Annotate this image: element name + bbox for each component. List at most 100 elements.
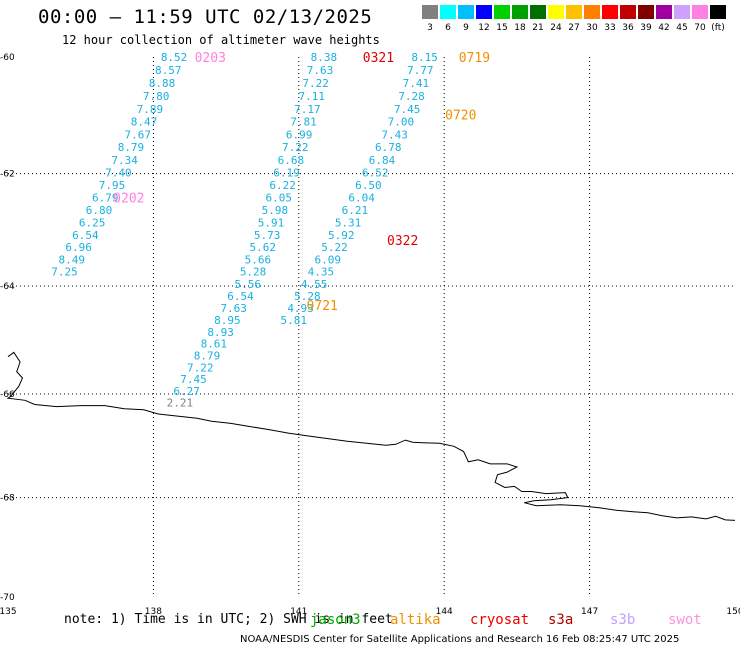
colorbar-label: 30	[586, 23, 598, 33]
map-title: 00:00 — 11:59 UTC 02/13/2025	[38, 6, 373, 28]
colorbar-swatch	[566, 5, 582, 19]
colorbar-label: 15	[496, 23, 508, 33]
wave-height-label: 8.93	[207, 326, 234, 339]
colorbar-swatch	[638, 5, 654, 19]
colorbar-label: 3	[427, 23, 433, 33]
wave-height-label: 8.61	[201, 338, 228, 351]
wave-height-label: 7.40	[105, 166, 132, 179]
wave-height-label: 5.28	[294, 290, 321, 303]
wave-height-label: 8.95	[214, 314, 241, 327]
wave-height-label: 7.22	[187, 361, 214, 374]
axis-tick-labels: 135 138 141 144 147 150 -60 -62 -64 -66 -68 -70	[0, 53, 740, 617]
wave-height-label: 4.93	[287, 302, 314, 315]
wave-height-label: 6.27	[173, 385, 200, 398]
x-tick-label: 141	[290, 607, 307, 617]
colorbar-label: 45	[676, 23, 688, 33]
colorbar-swatch	[422, 5, 438, 19]
colorbar-label: 33	[604, 23, 616, 33]
wave-height-label: 7.63	[307, 64, 334, 77]
wave-height-label: 7.80	[143, 90, 170, 103]
colorbar-label: 6	[445, 23, 451, 33]
wave-height-label: 5.91	[258, 216, 285, 229]
y-tick-label: -66	[0, 390, 15, 400]
colorbar-swatch	[494, 5, 510, 19]
colorbar-label: 24	[550, 23, 562, 33]
pass-time-labels: 0203 0202 0321 0322 0719 0720 0721	[113, 51, 490, 314]
wave-height-label: 7.41	[403, 77, 430, 90]
antarctic-coastline	[6, 351, 736, 521]
wave-height-label: 5.81	[281, 314, 308, 327]
colorbar-label: 21	[532, 23, 544, 33]
pass-time-label: 0321	[363, 51, 394, 66]
wave-height-label: 8.57	[155, 64, 182, 77]
pass-time-label: 0720	[445, 109, 476, 124]
wave-height-labels: 8.528.578.887.807.898.477.678.797.347.40…	[51, 51, 438, 409]
wave-height-label: 7.34	[111, 154, 138, 167]
colorbar-swatch	[458, 5, 474, 19]
wave-height-label: 7.81	[290, 116, 317, 129]
colorbar-label: 39	[640, 23, 652, 33]
wave-height-label: 6.96	[65, 241, 92, 254]
wave-height-label: 4.55	[301, 278, 328, 291]
colorbar-swatch	[584, 5, 600, 19]
wave-height-label: 7.43	[381, 128, 408, 141]
wave-height-label: 6.25	[79, 216, 106, 229]
wave-height-label: 5.62	[250, 241, 277, 254]
colorbar-swatch	[674, 5, 690, 19]
satellite-legend-item: swot	[668, 612, 702, 628]
wave-height-label: 6.09	[314, 253, 341, 266]
wave-height-label: 5.73	[254, 229, 281, 242]
y-tick-label: -68	[0, 494, 15, 504]
wave-height-label: 7.95	[99, 179, 126, 192]
wave-height-label: 8.52	[161, 51, 188, 64]
pass-time-label: 0719	[459, 51, 490, 66]
y-tick-label: -62	[0, 170, 15, 180]
pass-time-label: 0721	[307, 299, 338, 314]
wave-height-label: 8.47	[131, 116, 158, 129]
wave-height-label: 5.31	[335, 216, 362, 229]
map-subtitle: 12 hour collection of altimeter wave hei…	[62, 33, 380, 47]
satellite-legend-item: jason3	[310, 612, 361, 628]
x-tick-label: 138	[145, 607, 162, 617]
x-tick-label: 135	[0, 607, 17, 617]
wave-height-label: 5.66	[245, 253, 272, 266]
colorbar-swatch	[620, 5, 636, 19]
wave-height-label: 7.63	[220, 302, 247, 315]
x-tick-label: 150	[726, 607, 740, 617]
wave-height-label: 6.99	[286, 128, 313, 141]
wave-height-label: 6.05	[266, 192, 293, 205]
pass-time-label: 0202	[113, 192, 144, 207]
wave-height-label: 7.45	[394, 103, 421, 116]
map-grid	[8, 57, 735, 597]
wave-height-label: 7.11	[298, 90, 325, 103]
colorbar-label: 27	[568, 23, 580, 33]
colorbar-swatch	[710, 5, 726, 19]
colorbar-label: (ft)	[711, 23, 725, 33]
colorbar-swatch	[440, 5, 456, 19]
wave-height-label: 2.21	[167, 396, 194, 409]
colorbar-swatch	[530, 5, 546, 19]
colorbar-label: 42	[658, 23, 670, 33]
wave-height-label: 7.17	[294, 103, 321, 116]
wave-height-label: 7.22	[282, 141, 309, 154]
wave-height-label: 7.89	[137, 103, 164, 116]
wave-height-label: 6.50	[355, 179, 382, 192]
colorbar-label: 36	[622, 23, 634, 33]
wave-height-label: 8.49	[59, 253, 86, 266]
colorbar-swatch	[692, 5, 708, 19]
wave-height-label: 6.21	[342, 204, 369, 217]
y-tick-label: -64	[0, 282, 15, 292]
colorbar-label: 12	[478, 23, 490, 33]
colorbar-swatch	[656, 5, 672, 19]
satellite-legend-item: s3a	[548, 612, 574, 628]
wave-height-label: 7.25	[51, 266, 78, 279]
x-tick-label: 147	[581, 607, 598, 617]
colorbar-swatch	[512, 5, 528, 19]
wave-height-label: 8.79	[194, 350, 221, 363]
wave-height-label: 5.28	[240, 266, 267, 279]
wave-height-label: 8.38	[311, 51, 338, 64]
wave-height-label: 6.04	[348, 192, 375, 205]
wave-height-label: 5.22	[321, 241, 348, 254]
wave-height-label: 8.88	[149, 77, 176, 90]
